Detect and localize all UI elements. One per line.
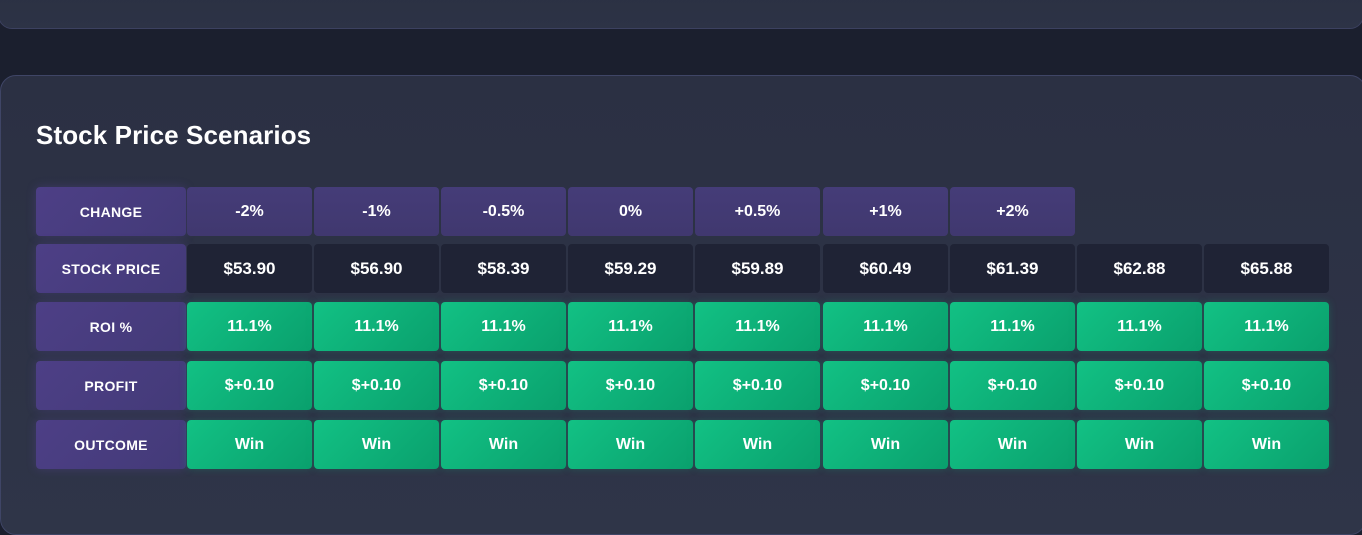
profit-cell: $+0.10 bbox=[568, 361, 693, 410]
change-cell: 0% bbox=[568, 187, 693, 236]
stock-price-cell: $58.39 bbox=[441, 244, 566, 293]
change-cell: -2% bbox=[187, 187, 312, 236]
row-header-roi: ROI % bbox=[36, 302, 186, 351]
change-cell: +0.5% bbox=[695, 187, 820, 236]
outcome-cell: Win bbox=[187, 420, 312, 469]
stock-price-cell: $60.49 bbox=[823, 244, 948, 293]
roi-cell: 11.1% bbox=[568, 302, 693, 351]
roi-cell: 11.1% bbox=[695, 302, 820, 351]
change-cell: -1% bbox=[314, 187, 439, 236]
outcome-cell: Win bbox=[568, 420, 693, 469]
row-header-stock-price: STOCK PRICE bbox=[36, 244, 186, 293]
change-cell: -0.5% bbox=[441, 187, 566, 236]
roi-cell: 11.1% bbox=[1204, 302, 1329, 351]
profit-cell: $+0.10 bbox=[1077, 361, 1202, 410]
profit-cell: $+0.10 bbox=[314, 361, 439, 410]
previous-card bbox=[0, 0, 1362, 29]
roi-cell: 11.1% bbox=[441, 302, 566, 351]
stock-price-cell: $65.88 bbox=[1204, 244, 1329, 293]
outcome-cell: Win bbox=[950, 420, 1075, 469]
stock-price-cell: $59.29 bbox=[568, 244, 693, 293]
outcome-cell: Win bbox=[441, 420, 566, 469]
roi-cell: 11.1% bbox=[950, 302, 1075, 351]
stock-price-cell: $62.88 bbox=[1077, 244, 1202, 293]
profit-cell: $+0.10 bbox=[187, 361, 312, 410]
row-header-outcome: OUTCOME bbox=[36, 420, 186, 469]
stock-price-cell: $59.89 bbox=[695, 244, 820, 293]
profit-cell: $+0.10 bbox=[695, 361, 820, 410]
profit-cell: $+0.10 bbox=[823, 361, 948, 410]
change-cell: +2% bbox=[950, 187, 1075, 236]
stock-price-cell: $56.90 bbox=[314, 244, 439, 293]
profit-cell: $+0.10 bbox=[950, 361, 1075, 410]
profit-cell: $+0.10 bbox=[441, 361, 566, 410]
outcome-cell: Win bbox=[823, 420, 948, 469]
stock-price-cell: $53.90 bbox=[187, 244, 312, 293]
roi-cell: 11.1% bbox=[314, 302, 439, 351]
roi-cell: 11.1% bbox=[823, 302, 948, 351]
row-header-profit: PROFIT bbox=[36, 361, 186, 410]
profit-cell: $+0.10 bbox=[1204, 361, 1329, 410]
section-title: Stock Price Scenarios bbox=[36, 120, 312, 150]
outcome-cell: Win bbox=[1204, 420, 1329, 469]
outcome-cell: Win bbox=[314, 420, 439, 469]
change-cell: +1% bbox=[823, 187, 948, 236]
roi-cell: 11.1% bbox=[1077, 302, 1202, 351]
outcome-cell: Win bbox=[695, 420, 820, 469]
row-header-change: CHANGE bbox=[36, 187, 186, 236]
roi-cell: 11.1% bbox=[187, 302, 312, 351]
outcome-cell: Win bbox=[1077, 420, 1202, 469]
stock-price-cell: $61.39 bbox=[950, 244, 1075, 293]
